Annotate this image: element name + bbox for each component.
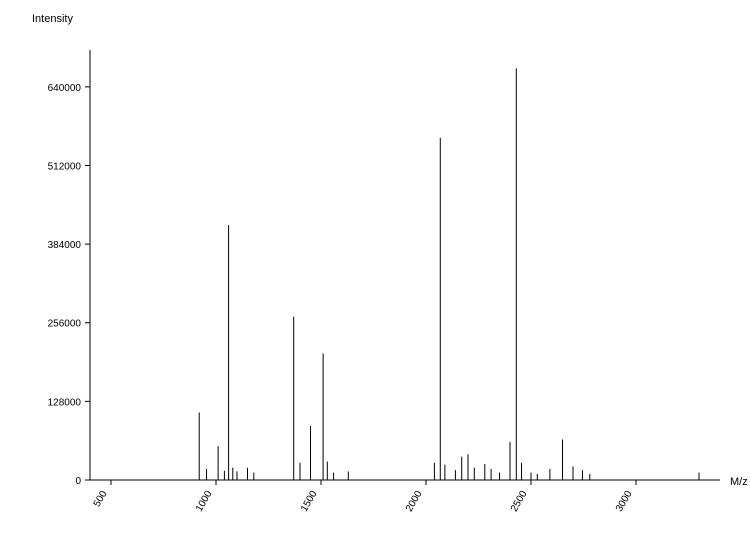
mass-spectrum-chart: 0128000256000384000512000640000500100015… xyxy=(0,0,750,540)
y-tick-label: 512000 xyxy=(48,161,82,172)
x-axis-label: M/z xyxy=(730,476,748,488)
y-tick-label: 0 xyxy=(75,476,81,487)
y-tick-label: 128000 xyxy=(48,397,82,408)
y-tick-label: 640000 xyxy=(48,83,82,94)
chart-background xyxy=(0,0,750,540)
y-axis-label: Intensity xyxy=(32,13,73,25)
y-tick-label: 384000 xyxy=(48,240,82,251)
y-tick-label: 256000 xyxy=(48,319,82,330)
spectrum-svg: 0128000256000384000512000640000500100015… xyxy=(0,0,750,540)
